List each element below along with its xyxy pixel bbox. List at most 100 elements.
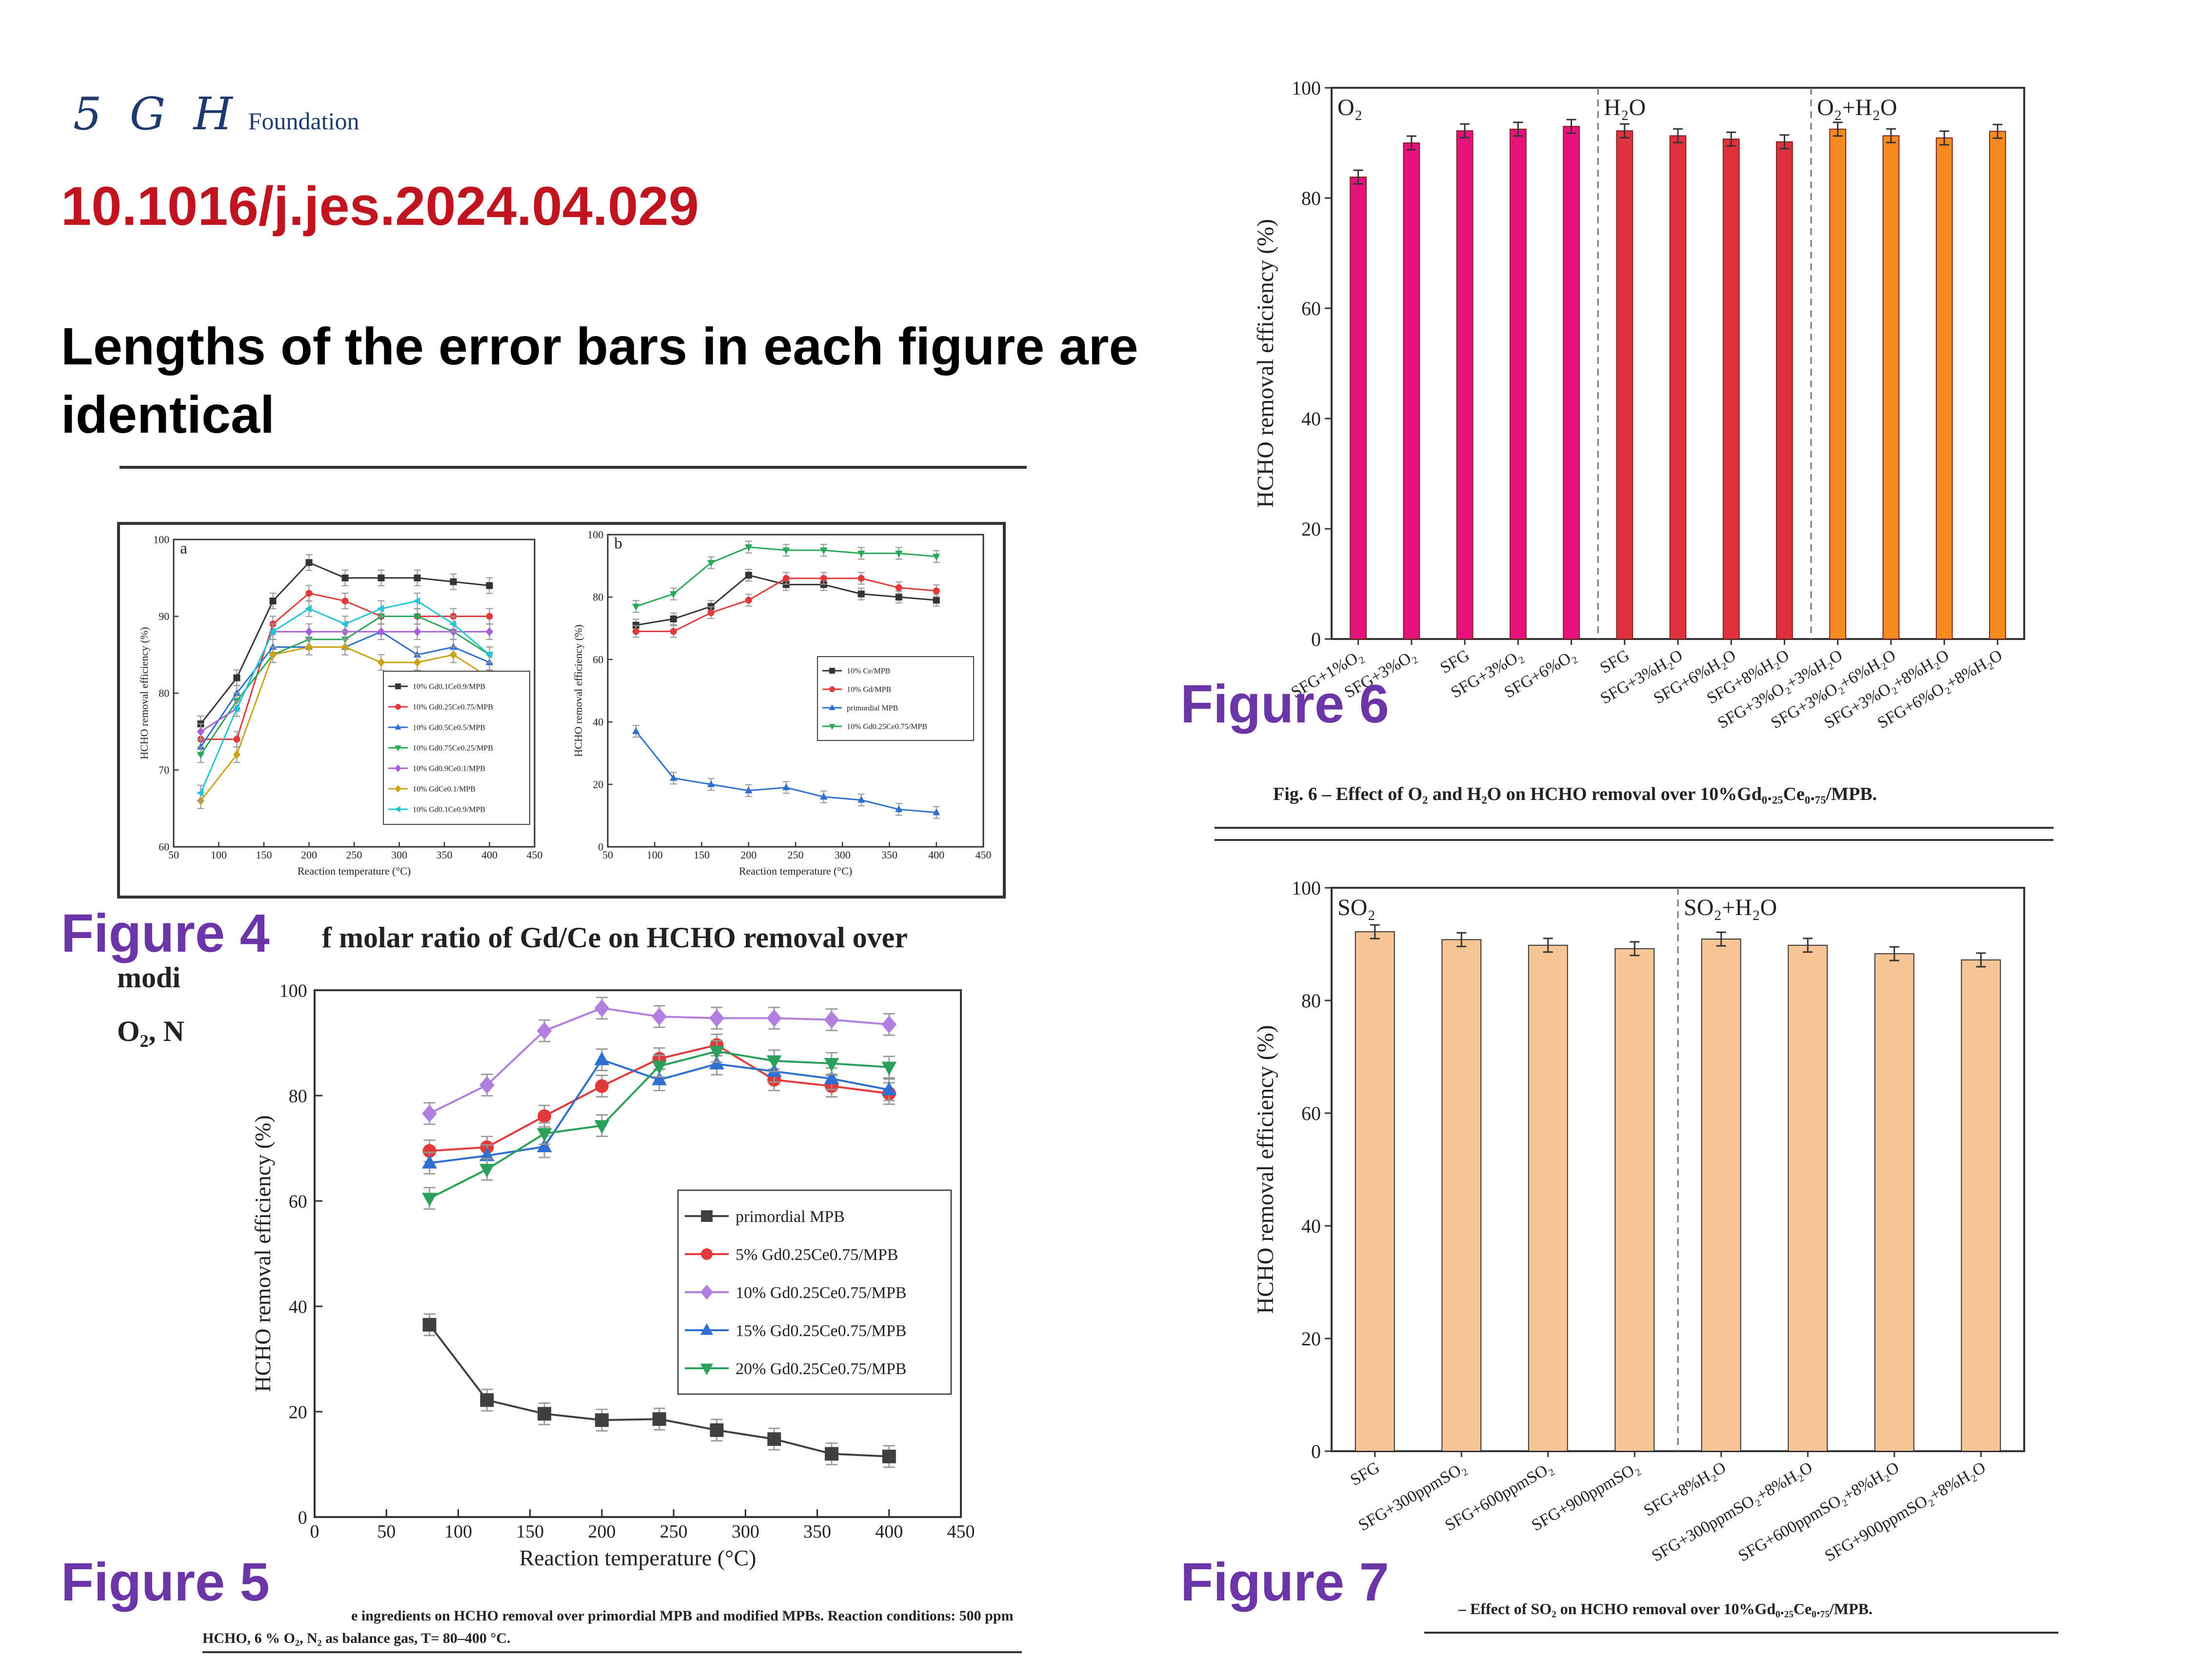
data-point (594, 999, 610, 1017)
bar (1350, 177, 1367, 640)
legend-marker (829, 724, 836, 730)
legend-marker (395, 764, 401, 772)
figure-7-frame: 0 20 40 60 80 100 HCHO removal efficiency (%) S… (1229, 868, 2049, 1580)
data-point (881, 1061, 897, 1076)
series-line (635, 731, 937, 814)
x-tick-label: 50 (168, 849, 179, 861)
data-point (479, 1076, 495, 1094)
data-point (782, 547, 790, 555)
data-point (269, 643, 277, 650)
data-point (707, 560, 715, 567)
data-point (670, 628, 677, 635)
data-point (670, 591, 678, 598)
data-point (479, 1147, 495, 1161)
legend-label: 10% Ce/MPB (847, 667, 890, 676)
data-point (197, 742, 205, 750)
x-tick-label: 350 (437, 849, 453, 861)
y-axis-label: HCHO removal efficiency (%) (572, 624, 584, 757)
data-point (881, 1016, 897, 1034)
data-point (933, 808, 940, 816)
figure-6-label: Figure 6 (1180, 674, 1389, 734)
x-tick-label: 450 (527, 849, 543, 861)
y-tick-label: 60 (159, 841, 169, 853)
data-point (766, 1009, 782, 1027)
legend-label: 10% Gd0.75Ce0.25/MPB (413, 744, 493, 753)
data-point (341, 598, 349, 604)
data-point (652, 1060, 667, 1075)
data-point (857, 590, 865, 598)
y-tick-label: 20 (1301, 1328, 1321, 1350)
data-point (414, 574, 421, 581)
y-tick-label: 0 (1311, 1440, 1321, 1462)
figure-6-frame: 0 20 40 60 80 100 HCHO removal efficiency (%) S… (1229, 63, 2049, 780)
legend-marker (701, 1248, 713, 1260)
y-tick-label: 40 (289, 1297, 307, 1317)
x-tick-label: 200 (740, 849, 757, 861)
y-tick-label: 60 (1301, 298, 1321, 320)
group-label: SO₂+H₂O (1684, 895, 1777, 920)
data-point (486, 582, 493, 589)
data-point (450, 578, 457, 585)
data-point (594, 1051, 610, 1065)
figure-5-caption-line1: e ingredients on HCHO removal over primo… (351, 1608, 1014, 1624)
data-point (709, 1046, 724, 1060)
data-point (632, 603, 640, 611)
y-tick-label: 100 (587, 529, 603, 541)
legend-label: 10% Gd0.5Ce0.5/MPB (413, 724, 485, 732)
data-point (825, 1447, 838, 1461)
data-point (422, 1104, 437, 1122)
figure-6-chart: 0 20 40 60 80 100 HCHO removal efficiency (%) S… (1253, 77, 2025, 732)
bar (1874, 953, 1914, 1452)
data-point (377, 613, 385, 620)
y-tick-label: 0 (598, 841, 603, 853)
data-point (933, 597, 940, 604)
figure-6-rule-1 (1215, 827, 2053, 829)
x-axis-label: Reaction temperature (°C) (739, 865, 852, 877)
data-point (197, 789, 204, 797)
data-point (269, 598, 277, 604)
group-label: O₂+H₂O (1817, 95, 1897, 120)
x-tick-label: 450 (976, 849, 992, 861)
data-point (652, 1007, 667, 1026)
y-tick-label: 70 (159, 764, 169, 776)
data-point (707, 780, 715, 787)
bar (1669, 135, 1687, 640)
data-point (341, 574, 349, 581)
legend-label: 10% Gd0.25Ce0.75/MPB (413, 703, 493, 712)
y-axis-label: HCHO removal efficiency (%) (1253, 219, 1278, 508)
figure-5-chart: 0 50 100 150 200 250 300 350 400 450 0 20 40 60 80 100 R… (250, 980, 975, 1570)
data-point (670, 615, 677, 622)
bar (1829, 128, 1847, 640)
y-tick-label: 80 (593, 591, 603, 603)
y-axis-label: HCHO removal efficiency (%) (138, 627, 150, 759)
y-axis-label: HCHO removal efficiency (%) (1253, 1025, 1278, 1314)
figure-4b-chart: 50 100 150 200 250 300 350 400 450 0 20 40 60 80 100 Re… (572, 529, 992, 878)
bar (1961, 959, 2001, 1452)
data-point (449, 620, 457, 628)
data-point (824, 1011, 839, 1029)
data-point (632, 628, 639, 635)
data-point (857, 550, 865, 558)
doi-title: 10.1016/j.jes.2024.04.029 (61, 176, 699, 237)
headline-rule (120, 466, 1027, 469)
data-point (933, 554, 940, 561)
data-point (305, 642, 313, 652)
data-point (745, 544, 753, 551)
y-tick-label: 100 (279, 980, 307, 1001)
figure-4-label: Figure 4 (61, 903, 270, 963)
x-tick-label: SFG+600ppmSO₂+8%H₂O (1735, 1459, 1902, 1565)
data-point (820, 793, 828, 800)
x-tick-label: SFG+900ppmSO₂+8%H₂O (1822, 1459, 1989, 1565)
figure-7-label: Figure 7 (1180, 1552, 1389, 1612)
data-point (537, 1138, 552, 1152)
legend-marker (395, 745, 401, 752)
x-tick-label: 450 (947, 1521, 975, 1542)
y-tick-label: 60 (289, 1191, 307, 1212)
data-point (305, 590, 313, 597)
legend-marker (700, 1284, 714, 1300)
logo-mark: 5 G H (73, 88, 239, 140)
y-tick-label: 100 (1292, 77, 1321, 99)
data-point (449, 643, 458, 650)
x-tick-label: 0 (310, 1521, 319, 1542)
y-tick-label: 80 (1301, 187, 1321, 209)
